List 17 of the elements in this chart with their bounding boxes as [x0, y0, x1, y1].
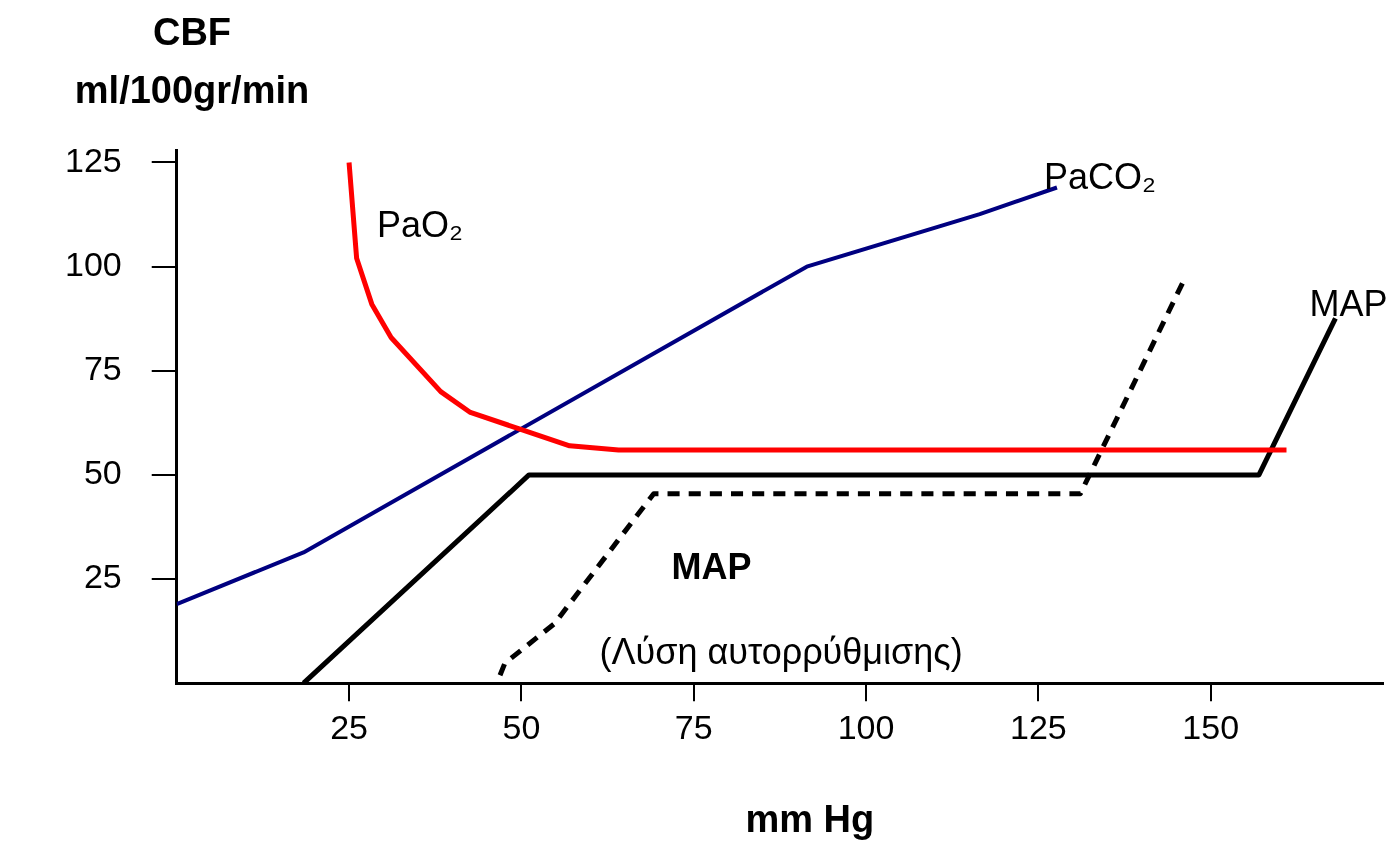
- x-tick-label: 25: [330, 707, 368, 746]
- series-label: MAP: [1309, 283, 1388, 325]
- y-tick-label: 25: [83, 557, 122, 596]
- y-tick-label: 125: [64, 140, 122, 179]
- x-tick-label: 100: [837, 707, 895, 746]
- y-tick-label: 100: [64, 245, 122, 284]
- y-axis-title: CBF ml/100gr/min: [74, 11, 310, 111]
- series-label: PaO₂: [377, 204, 464, 246]
- series-label: PaCO₂: [1043, 156, 1156, 198]
- y-tick-label: 75: [83, 349, 122, 388]
- x-axis-title: mm Hg: [745, 798, 875, 840]
- x-tick-label: 125: [1009, 707, 1067, 746]
- x-tick-label: 50: [502, 707, 541, 746]
- text: MAP (Λύση αυτορρύθμισης): [599, 545, 963, 672]
- x-tick-label: 75: [674, 707, 713, 746]
- y-tick-label: 50: [83, 453, 122, 492]
- x-tick-label: 150: [1182, 707, 1240, 746]
